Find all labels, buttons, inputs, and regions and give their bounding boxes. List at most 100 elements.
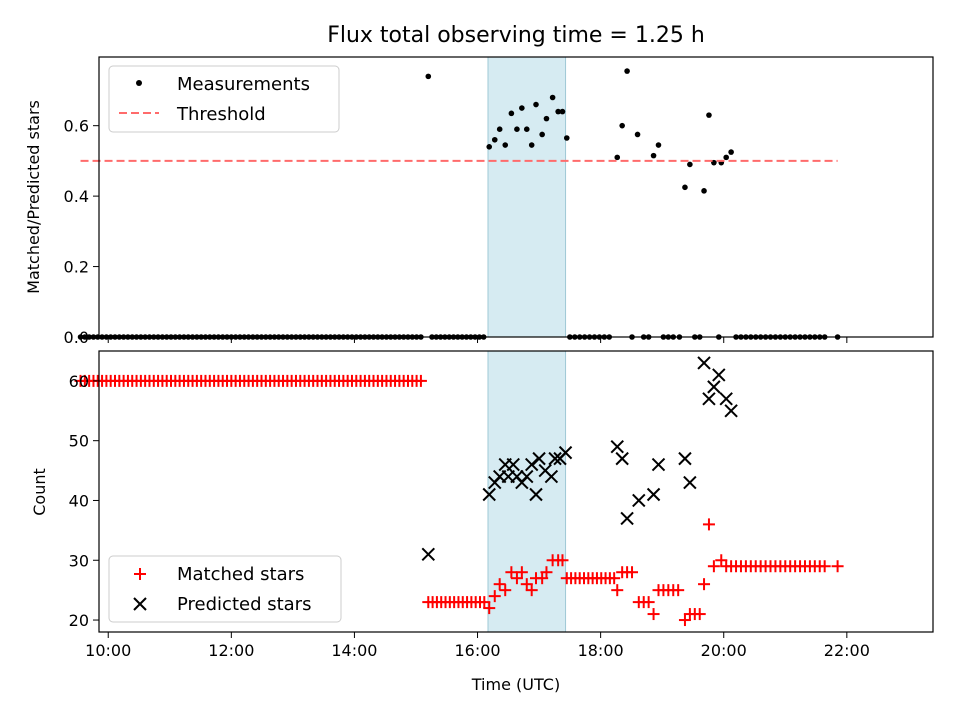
- y-tick-label: 30: [69, 551, 89, 570]
- y-tick-label: 0.4: [64, 187, 89, 206]
- matched-star-point: [540, 566, 553, 579]
- measurement-point: [624, 68, 630, 74]
- legend-matched-marker: [134, 568, 146, 580]
- predicted-star-point: [620, 511, 634, 526]
- measurement-point: [508, 110, 515, 117]
- matched-star-point: [483, 602, 496, 615]
- predicted-star-point: [712, 368, 726, 382]
- matched-star-point: [707, 560, 720, 573]
- panel-ratio: 0.0 0.2 0.4 0.6 Matched/Predicted stars Mea…: [24, 56, 934, 347]
- y-tick-label: 0.6: [64, 117, 89, 136]
- panel-counts: 20 30 40 50 60 10:00 12:00 14:00 16:00 18:00 20:0…: [30, 350, 934, 694]
- predicted-star-point: [646, 487, 661, 502]
- top-x-ticks: [107, 337, 848, 343]
- predicted-star-point: [651, 457, 666, 472]
- measurement-point: [539, 131, 545, 138]
- shaded-span-top: [487, 57, 566, 337]
- measurement-point: [491, 136, 498, 143]
- predicted-star-point: [532, 451, 546, 466]
- y-tick-label: 50: [69, 432, 89, 451]
- predicted-star-point: [724, 404, 738, 418]
- x-axis-label: Time (UTC): [471, 675, 560, 694]
- predicted-star-point: [702, 392, 716, 406]
- measurement-point: [728, 149, 734, 155]
- matched-star-point: [672, 584, 685, 597]
- measurement-point: [514, 126, 520, 133]
- measurement-point: [706, 112, 712, 118]
- measurement-point: [549, 94, 556, 101]
- measurement-point: [563, 135, 570, 141]
- measurement-point: [86, 334, 92, 340]
- matched-star-point: [642, 596, 655, 609]
- predicted-star-point: [719, 392, 733, 406]
- measurement-point: [502, 142, 509, 148]
- top-axes-frame: [98, 56, 934, 338]
- matched-star-point: [702, 518, 715, 531]
- measurement-point: [425, 73, 432, 80]
- matched-star-point: [626, 566, 639, 579]
- legend-matched-label: Matched stars: [177, 564, 304, 585]
- measurement-point: [486, 144, 493, 150]
- measurement-point: [82, 334, 88, 340]
- top-legend-box: [108, 65, 340, 133]
- y-tick-label: 40: [69, 491, 89, 510]
- bottom-legend-box: [108, 555, 342, 623]
- x-tick-label: 14:00: [331, 641, 377, 660]
- measurement-point: [619, 122, 625, 129]
- legend-measurements-marker: [136, 80, 142, 86]
- matched-star-point: [647, 608, 660, 621]
- predicted-star-point: [678, 451, 692, 466]
- y-tick-label: 20: [69, 611, 89, 630]
- x-tick-label: 22:00: [824, 641, 870, 660]
- matched-star-point: [493, 578, 506, 591]
- measurement-point: [650, 152, 657, 159]
- top-y-axis-label: Matched/Predicted stars: [24, 100, 43, 294]
- top-y-ticks: 0.0 0.2 0.4 0.6: [64, 117, 99, 347]
- measurement-point: [614, 154, 621, 161]
- legend-predicted-marker: [133, 597, 147, 611]
- measurement-point: [701, 188, 707, 194]
- matched-star-point: [698, 578, 711, 591]
- predicted-star-point: [615, 451, 629, 466]
- matched-star-point: [556, 554, 569, 567]
- predicted-star-point: [421, 547, 435, 561]
- x-tick-label: 20:00: [701, 641, 747, 660]
- bottom-x-ticks: 10:00 12:00 14:00 16:00 18:00 20:00 22:00: [85, 632, 870, 660]
- measurement-point: [634, 131, 641, 138]
- y-tick-label: 0.2: [64, 258, 89, 277]
- chart-title: Flux total observing time = 1.25 h: [327, 23, 705, 48]
- bottom-y-ticks: 20 30 40 50 60: [69, 372, 99, 630]
- y-tick-label: 60: [69, 372, 89, 391]
- predicted-star-point: [683, 475, 697, 490]
- y-tick-label: 0.0: [64, 328, 89, 347]
- measurement-point: [555, 108, 561, 115]
- matched-star-point: [831, 560, 844, 573]
- matched-star-point: [611, 584, 624, 597]
- measurement-point: [655, 142, 662, 148]
- bottom-y-axis-label: Count: [30, 468, 49, 516]
- measurement-point: [519, 105, 525, 111]
- x-tick-label: 12:00: [208, 641, 254, 660]
- matched-star-point: [608, 572, 621, 585]
- matched-star-point: [515, 566, 528, 579]
- predicted-star-point: [697, 356, 711, 370]
- matched-star-point: [488, 590, 501, 603]
- matched-star-point: [414, 374, 427, 387]
- predicted-star-point: [506, 457, 520, 472]
- matched-star-point: [505, 566, 518, 579]
- bottom-legend: Matched stars Predicted stars: [108, 555, 342, 623]
- measurement-point: [723, 154, 729, 161]
- measurement-point: [528, 142, 535, 148]
- predicted-star-point: [520, 469, 534, 484]
- x-tick-label: 16:00: [454, 641, 500, 660]
- measurement-point: [77, 334, 84, 340]
- x-tick-label: 10:00: [85, 641, 131, 660]
- matched-star-point: [499, 584, 512, 597]
- predicted-star-point: [482, 487, 496, 502]
- predicted-star-point: [610, 439, 624, 454]
- measurement-point: [682, 184, 688, 191]
- measurement-point: [687, 161, 693, 168]
- bottom-axes-frame: [98, 350, 934, 633]
- matched-star-point: [693, 608, 706, 621]
